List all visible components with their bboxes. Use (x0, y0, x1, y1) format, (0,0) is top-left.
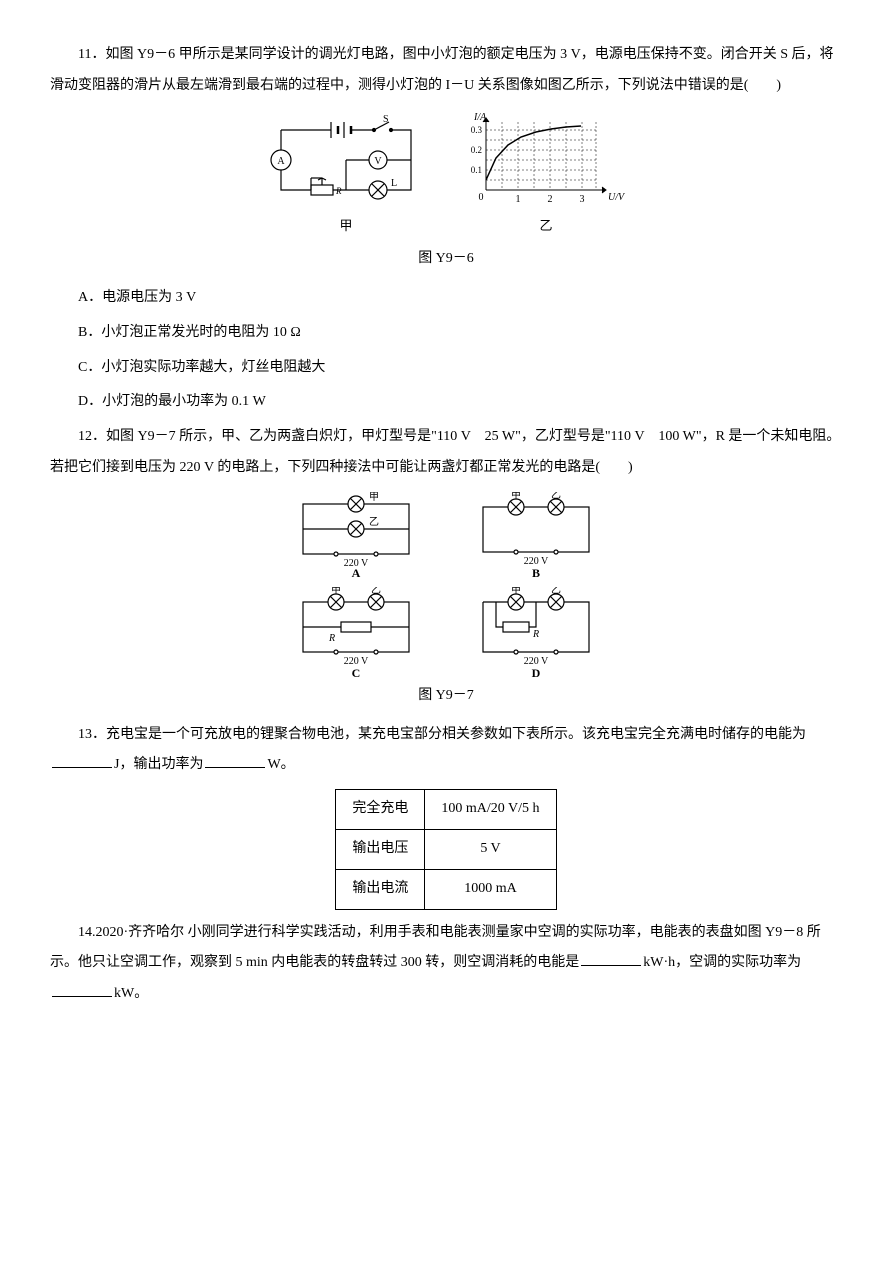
svg-text:甲: 甲 (369, 492, 379, 503)
q11-option-c: C．小灯泡实际功率越大，灯丝电阻越大 (78, 353, 842, 384)
table-cell: 1000 mA (425, 869, 556, 909)
q11-text: 11．如图 Y9－6 甲所示是某同学设计的调光灯电路，图中小灯泡的额定电压为 3… (50, 40, 842, 102)
svg-text:S: S (383, 114, 389, 125)
svg-text:I/A: I/A (473, 112, 487, 123)
q13-text: 13．充电宝是一个可充放电的锂聚合物电池，某充电宝部分相关参数如下表所示。该充电… (50, 720, 842, 782)
table-row: 输出电压 5 V (336, 829, 556, 869)
svg-text:0.1: 0.1 (471, 165, 482, 175)
svg-text:1: 1 (516, 194, 521, 205)
svg-text:3: 3 (580, 194, 585, 205)
svg-text:A: A (277, 156, 285, 167)
q11-fig-caption: 图 Y9－6 (50, 244, 842, 275)
q11-graph-yi: I/A U/V 0 1 2 3 0.1 0.2 0.3 乙 (466, 110, 626, 241)
table-cell: 输出电压 (336, 829, 425, 869)
svg-text:乙: 乙 (371, 587, 381, 596)
svg-text:乙: 乙 (551, 587, 561, 596)
q11-option-b: B．小灯泡正常发光时的电阻为 10 Ω (78, 318, 842, 349)
svg-text:甲: 甲 (511, 492, 521, 501)
table-cell: 5 V (425, 829, 556, 869)
table-row: 输出电流 1000 mA (336, 869, 556, 909)
q13-table: 完全充电 100 mA/20 V/5 h 输出电压 5 V 输出电流 1000 … (335, 789, 556, 909)
table-cell: 完全充电 (336, 790, 425, 830)
q12-circuit-a: 甲 乙 220 V A (291, 492, 421, 577)
q12-text: 12．如图 Y9－7 所示，甲、乙为两盏白炽灯，甲灯型号是"110 V 25 W… (50, 422, 842, 484)
svg-text:甲: 甲 (331, 587, 341, 596)
svg-text:甲: 甲 (511, 587, 521, 596)
table-cell: 输出电流 (336, 869, 425, 909)
table-cell: 100 mA/20 V/5 h (425, 790, 556, 830)
svg-text:乙: 乙 (551, 492, 561, 501)
q11-option-d: D．小灯泡的最小功率为 0.1 W (78, 387, 842, 418)
svg-text:L: L (391, 178, 397, 189)
svg-text:R: R (335, 186, 342, 196)
svg-text:C: C (352, 666, 361, 677)
svg-text:乙: 乙 (369, 516, 379, 528)
svg-text:B: B (532, 566, 540, 577)
q11-options: A．电源电压为 3 V B．小灯泡正常发光时的电阻为 10 Ω C．小灯泡实际功… (78, 283, 842, 418)
q11-sub-yi: 乙 (466, 212, 626, 241)
q12-figure: 甲 乙 220 V A 甲 (50, 492, 842, 712)
svg-text:R: R (532, 629, 539, 640)
svg-text:2: 2 (548, 194, 553, 205)
q11-sub-jia: 甲 (266, 212, 426, 241)
svg-text:D: D (532, 666, 541, 677)
blank-kwh (581, 952, 641, 966)
svg-text:0.3: 0.3 (471, 125, 483, 135)
svg-text:R: R (328, 633, 335, 644)
q12-circuit-c: 甲 乙 R 220 V C (291, 587, 421, 677)
svg-text:0.2: 0.2 (471, 145, 482, 155)
svg-text:0: 0 (479, 192, 484, 203)
q14-text: 14.2020·齐齐哈尔 小刚同学进行科学实践活动，利用手表和电能表测量家中空调… (50, 918, 842, 1010)
svg-text:U/V: U/V (608, 192, 626, 203)
blank-power (205, 754, 265, 768)
q11-figure: A S V R L 甲 (50, 110, 842, 275)
q11-circuit-jia: A S V R L 甲 (266, 110, 426, 241)
q12-fig-caption: 图 Y9－7 (50, 681, 842, 712)
blank-energy (52, 754, 112, 768)
svg-text:V: V (374, 156, 382, 167)
table-row: 完全充电 100 mA/20 V/5 h (336, 790, 556, 830)
q11-option-a: A．电源电压为 3 V (78, 283, 842, 314)
blank-kw (52, 983, 112, 997)
q12-circuit-b: 甲 乙 220 V B (471, 492, 601, 577)
q12-circuit-d: 甲 乙 R 220 V D (471, 587, 601, 677)
svg-text:A: A (352, 566, 361, 577)
